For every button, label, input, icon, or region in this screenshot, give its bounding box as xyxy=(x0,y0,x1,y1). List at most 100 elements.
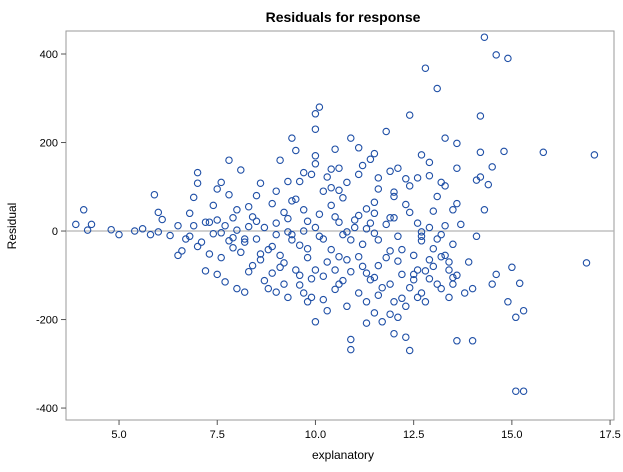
data-point xyxy=(319,295,328,304)
data-point xyxy=(394,257,402,265)
data-point xyxy=(390,188,398,196)
data-point xyxy=(409,275,418,284)
data-point xyxy=(331,266,339,274)
data-point xyxy=(358,262,367,271)
data-point xyxy=(453,337,461,345)
data-point xyxy=(264,245,273,254)
data-point xyxy=(421,267,430,275)
data-point xyxy=(248,213,257,221)
data-points xyxy=(72,33,599,395)
data-point xyxy=(429,262,438,271)
data-point xyxy=(154,208,163,217)
data-point xyxy=(354,252,363,261)
data-point xyxy=(295,271,304,280)
data-point xyxy=(488,280,496,288)
data-point xyxy=(370,209,379,218)
data-point xyxy=(87,220,96,229)
data-point xyxy=(299,168,308,177)
data-point xyxy=(433,192,441,201)
data-point xyxy=(449,280,457,288)
data-point xyxy=(386,214,394,222)
data-point xyxy=(244,222,253,231)
data-point xyxy=(335,164,343,172)
data-point xyxy=(468,284,477,293)
data-point xyxy=(343,228,351,236)
data-point xyxy=(221,221,229,230)
data-point xyxy=(425,171,434,180)
data-point xyxy=(405,111,414,119)
data-point xyxy=(331,213,339,221)
data-point xyxy=(217,253,225,262)
data-point xyxy=(370,198,379,207)
y-tick-label: -400 xyxy=(36,403,58,415)
data-point xyxy=(453,199,461,208)
data-point xyxy=(303,217,312,226)
data-point xyxy=(339,276,347,285)
data-point xyxy=(492,270,500,279)
data-point xyxy=(193,168,202,177)
data-point xyxy=(378,318,386,326)
y-tick-label: 0 xyxy=(52,226,58,238)
data-point xyxy=(248,261,257,270)
data-point xyxy=(492,51,500,59)
data-point xyxy=(319,187,328,195)
data-point xyxy=(394,164,402,172)
data-point xyxy=(229,214,237,222)
data-point xyxy=(237,166,245,174)
data-point xyxy=(362,269,371,277)
data-point xyxy=(405,182,414,190)
data-point xyxy=(421,298,430,306)
data-point xyxy=(272,288,280,296)
data-point xyxy=(582,259,591,267)
data-point xyxy=(233,226,241,234)
data-point xyxy=(394,232,402,241)
data-point xyxy=(311,318,320,326)
data-point xyxy=(378,283,386,292)
data-point xyxy=(244,267,253,276)
data-point xyxy=(240,235,249,243)
data-point xyxy=(464,258,473,266)
data-point xyxy=(390,214,398,222)
data-point xyxy=(417,289,426,297)
data-point xyxy=(292,266,300,274)
data-point xyxy=(362,205,371,213)
data-point xyxy=(311,160,320,168)
data-point xyxy=(437,284,445,293)
data-point xyxy=(508,263,516,272)
data-point xyxy=(472,232,481,241)
data-point xyxy=(107,225,115,234)
data-point xyxy=(311,152,320,160)
data-point xyxy=(425,158,434,167)
data-point xyxy=(394,313,402,322)
y-axis-label: Residual xyxy=(5,203,19,250)
data-point xyxy=(453,139,461,148)
data-point xyxy=(205,218,214,226)
data-point xyxy=(425,275,434,283)
data-point xyxy=(519,306,528,315)
data-point xyxy=(327,201,335,210)
data-point xyxy=(295,241,304,249)
data-point xyxy=(512,313,520,322)
plot-frame xyxy=(65,30,615,421)
data-point xyxy=(288,197,296,205)
y-axis: -400 -200 0 200 400 xyxy=(36,49,66,415)
data-point xyxy=(209,229,218,238)
data-point xyxy=(240,238,249,246)
data-point xyxy=(417,228,426,236)
data-point xyxy=(457,220,465,229)
x-axis: 5.0 7.5 10.0 12.5 15.0 17.5 xyxy=(111,420,621,441)
data-point xyxy=(256,256,265,264)
data-point xyxy=(189,221,198,230)
data-point xyxy=(417,151,426,159)
y-tick-label: -200 xyxy=(36,315,58,327)
data-point xyxy=(449,240,457,249)
data-point xyxy=(197,238,206,246)
data-point xyxy=(166,231,174,240)
data-point xyxy=(417,237,426,245)
data-point xyxy=(354,289,363,297)
data-point xyxy=(79,206,88,214)
data-point xyxy=(347,267,355,276)
data-point xyxy=(307,293,316,302)
data-point xyxy=(441,221,449,230)
